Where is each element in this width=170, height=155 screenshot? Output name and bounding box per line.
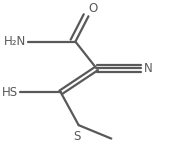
Text: H₂N: H₂N <box>4 35 27 48</box>
Text: S: S <box>73 130 81 143</box>
Text: O: O <box>89 2 98 15</box>
Text: N: N <box>144 62 153 75</box>
Text: HS: HS <box>2 86 18 99</box>
